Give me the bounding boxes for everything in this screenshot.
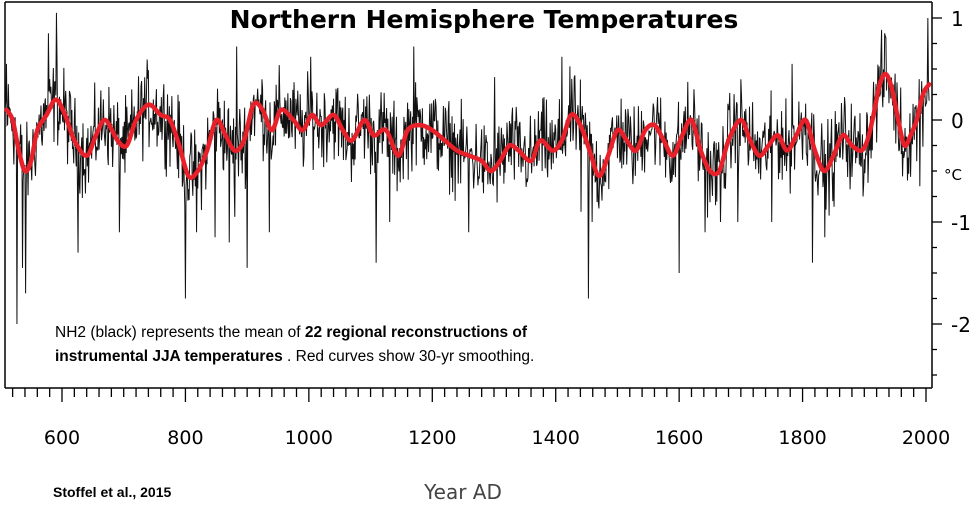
x-tick-label: 1600 bbox=[655, 427, 703, 449]
source-credit: Stoffel et al., 2015 bbox=[53, 484, 171, 500]
series-line-annual bbox=[4, 12, 930, 325]
y-tick-label: -2 bbox=[951, 313, 971, 337]
annotation-line-1: NH2 (black) represents the mean of 22 re… bbox=[55, 324, 528, 341]
series-line-smoothed bbox=[4, 71, 932, 180]
annotation-line-2: instrumental JJA temperatures . Red curv… bbox=[55, 348, 534, 365]
x-tick-label: 800 bbox=[167, 427, 203, 449]
x-tick-labels: 600 800 1000 1200 1400 1600 1800 2000 bbox=[44, 427, 950, 449]
x-tick-label: 1400 bbox=[532, 427, 580, 449]
y-minor-ticks bbox=[932, 17, 942, 376]
x-tick-label: 600 bbox=[44, 427, 80, 449]
y-tick-label: 1 bbox=[951, 7, 964, 31]
x-tick-label: 1800 bbox=[778, 427, 826, 449]
annotation-line-2-bold: instrumental JJA temperatures bbox=[55, 348, 283, 365]
y-axis-label: °C bbox=[944, 166, 962, 184]
y-tick-label: -1 bbox=[951, 211, 971, 235]
x-tick-label: 1000 bbox=[285, 427, 333, 449]
annotation-line-1-plain: NH2 (black) represents the mean of bbox=[55, 324, 305, 341]
x-axis-label: Year AD bbox=[423, 480, 502, 504]
x-tick-label: 1200 bbox=[408, 427, 456, 449]
x-minor-ticks bbox=[11, 388, 927, 402]
x-tick-label: 2000 bbox=[902, 427, 950, 449]
y-tick-labels: 1 0 -1 -2 bbox=[951, 7, 971, 337]
y-tick-label: 0 bbox=[951, 109, 964, 133]
annotation-line-1-bold: 22 regional reconstructions of bbox=[305, 324, 528, 341]
annotation-line-2-plain: . Red curves show 30-yr smoothing. bbox=[283, 348, 535, 365]
chart-title: Northern Hemisphere Temperatures bbox=[230, 5, 739, 34]
